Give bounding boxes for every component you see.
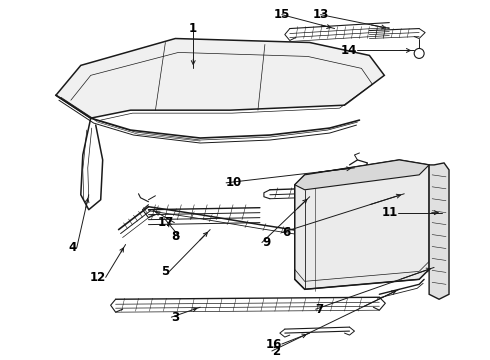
Text: 1: 1: [189, 22, 197, 35]
Polygon shape: [429, 163, 449, 299]
Text: 13: 13: [313, 8, 329, 21]
Text: 17: 17: [158, 216, 174, 229]
Text: 8: 8: [171, 230, 179, 243]
Polygon shape: [295, 160, 429, 190]
Text: 15: 15: [273, 8, 290, 21]
Text: 10: 10: [226, 176, 243, 189]
Text: 6: 6: [282, 226, 290, 239]
Text: 5: 5: [161, 265, 170, 278]
Text: 2: 2: [272, 345, 280, 357]
Text: 11: 11: [382, 206, 398, 219]
Text: 9: 9: [262, 236, 270, 249]
Text: 16: 16: [266, 338, 282, 351]
Text: 3: 3: [172, 311, 179, 324]
Text: 12: 12: [89, 271, 106, 284]
Text: 4: 4: [69, 241, 77, 254]
Text: 14: 14: [341, 44, 358, 57]
Polygon shape: [56, 39, 384, 118]
Text: 7: 7: [316, 303, 324, 316]
Polygon shape: [295, 160, 429, 289]
